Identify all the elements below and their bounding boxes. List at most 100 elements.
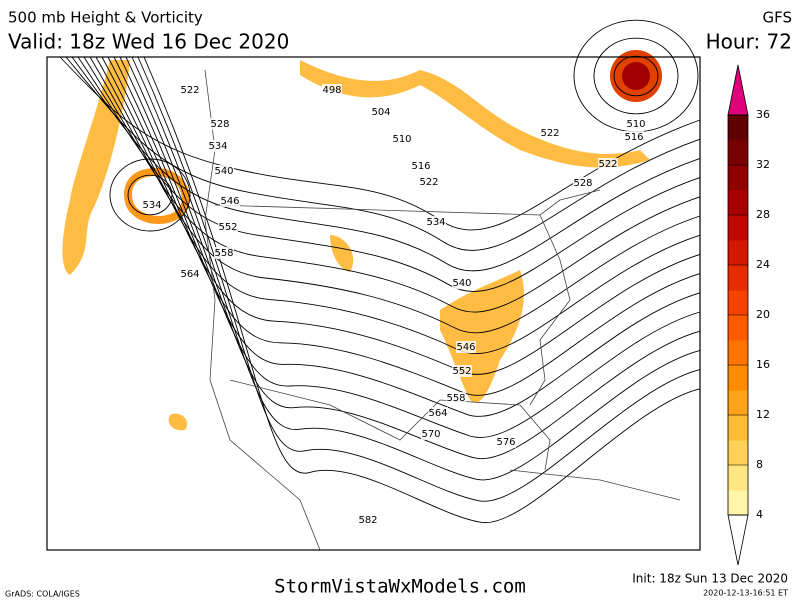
vorticity-area <box>330 235 354 272</box>
contour-label: 522 <box>540 128 559 139</box>
contour-label: 522 <box>180 85 199 96</box>
contour-label: 534 <box>426 217 445 228</box>
contour-label: 516 <box>624 132 643 143</box>
color-band <box>728 415 748 441</box>
label-background <box>421 428 441 440</box>
init-time: Init: 18z Sun 13 Dec 2020 <box>632 572 788 586</box>
vorticity-area <box>168 413 188 431</box>
color-band <box>728 215 748 241</box>
contour-label: 498 <box>322 85 341 96</box>
color-band <box>728 490 748 516</box>
color-band <box>728 165 748 191</box>
contour-label: 564 <box>428 408 447 419</box>
color-band <box>728 115 748 141</box>
color-band <box>728 365 748 391</box>
label-background <box>426 216 446 228</box>
label-background <box>598 158 618 170</box>
contour-line <box>65 56 701 251</box>
color-band <box>728 140 748 166</box>
contour-line <box>83 56 701 313</box>
label-background <box>496 436 516 448</box>
contour-label: 516 <box>411 161 430 172</box>
coastline <box>529 214 571 406</box>
contour-label: 564 <box>180 269 199 280</box>
color-band <box>728 190 748 216</box>
map-background <box>47 57 700 550</box>
tick-label: 16 <box>756 358 770 371</box>
tick-label: 28 <box>756 208 770 221</box>
label-background <box>392 133 412 145</box>
contour-line <box>113 56 701 417</box>
color-band <box>728 265 748 291</box>
contour-label: 534 <box>208 141 227 152</box>
label-background <box>573 177 593 189</box>
timestamp: 2020-12-13-16:51 ET <box>703 589 788 598</box>
tick-label: 24 <box>756 258 770 271</box>
contour-label: 522 <box>419 177 438 188</box>
tick-label: 36 <box>756 108 770 121</box>
coastline <box>204 69 321 551</box>
label-background <box>322 84 342 96</box>
contour-label: 510 <box>392 134 411 145</box>
tick-label: 20 <box>756 308 770 321</box>
label-background <box>180 268 200 280</box>
contour-label: 504 <box>371 107 390 118</box>
label-background <box>626 118 646 130</box>
label-background <box>358 514 378 526</box>
contour-line <box>593 37 679 115</box>
color-band <box>728 240 748 266</box>
label-background <box>210 118 230 130</box>
border <box>214 189 601 216</box>
label-background <box>218 221 238 233</box>
label-background <box>419 176 439 188</box>
map-area: 522 528 534 540 546 552 558 564 534 498 504 510 516 5… <box>46 19 701 551</box>
height-contours <box>59 19 701 523</box>
contour-line <box>101 56 701 375</box>
contour-line <box>119 56 701 438</box>
contour-line <box>109 158 191 232</box>
valid-time: Valid: 18z Wed 16 Dec 2020 <box>8 30 289 54</box>
label-background <box>452 365 472 377</box>
contour-label: 540 <box>452 278 471 289</box>
contour-line <box>71 56 701 272</box>
colorbar: 4 8 12 16 20 24 28 32 36 <box>727 64 770 566</box>
contour-label: 552 <box>218 222 237 233</box>
contour-label: 546 <box>456 342 475 353</box>
color-band <box>728 315 748 341</box>
contour-line <box>143 56 701 523</box>
color-top <box>727 64 749 116</box>
contour-label: 576 <box>496 437 515 448</box>
tick-label: 12 <box>756 408 770 421</box>
contour-label: 534 <box>142 200 161 211</box>
contour-label: 528 <box>573 178 592 189</box>
label-background <box>214 165 234 177</box>
vorticity-area <box>300 60 650 168</box>
label-background <box>142 199 162 211</box>
contour-label: 582 <box>358 515 377 526</box>
label-background <box>624 131 644 143</box>
borders <box>204 69 681 551</box>
contour-line <box>107 56 701 396</box>
contour-label: 528 <box>210 119 229 130</box>
contour-line <box>127 174 173 216</box>
contour-label: 558 <box>446 393 465 404</box>
label-background <box>180 84 200 96</box>
contour-line <box>137 56 701 502</box>
contour-label: 546 <box>220 196 239 207</box>
site: StormVistaWxModels.com <box>274 576 526 598</box>
label-background <box>411 160 431 172</box>
tick-label: 8 <box>756 458 763 471</box>
software-credit: GrADS: COLA/IGES <box>5 590 80 599</box>
forecast-hour: Hour: 72 <box>706 30 792 54</box>
contour-label: 510 <box>626 119 645 130</box>
contour-label: 540 <box>214 166 233 177</box>
tick-label: 32 <box>756 158 770 171</box>
label-background <box>456 341 476 353</box>
contour-line <box>125 56 701 460</box>
island <box>509 469 681 501</box>
contour-label: 522 <box>598 159 617 170</box>
tick-label: 4 <box>756 508 763 521</box>
label-background <box>208 140 228 152</box>
